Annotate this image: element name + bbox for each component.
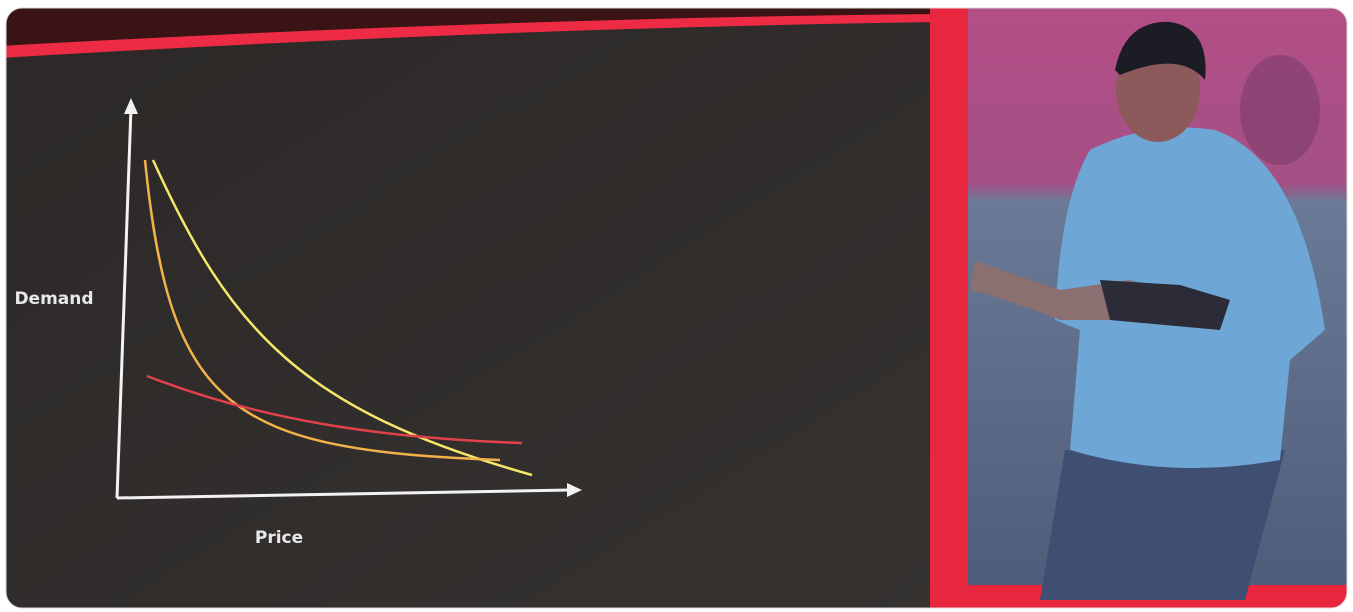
frame-border — [5, 7, 1348, 609]
x-axis — [116, 488, 571, 500]
speaker-hands — [1100, 280, 1230, 330]
slide-top-band — [6, 14, 940, 58]
slide-background — [6, 8, 970, 608]
speaker-trousers — [1040, 450, 1285, 600]
demand-curve-yellow — [151, 159, 533, 477]
shadow — [1240, 55, 1320, 165]
y-axis — [115, 107, 133, 499]
y-axis-arrow — [124, 98, 138, 114]
x-axis-arrow — [567, 483, 582, 497]
y-axis-label: Demand — [14, 289, 93, 309]
demand-curve-red — [146, 374, 523, 445]
speaker-hair — [1115, 21, 1206, 80]
x-axis-label: Price — [255, 528, 303, 548]
demand-curve-orange — [143, 159, 501, 462]
